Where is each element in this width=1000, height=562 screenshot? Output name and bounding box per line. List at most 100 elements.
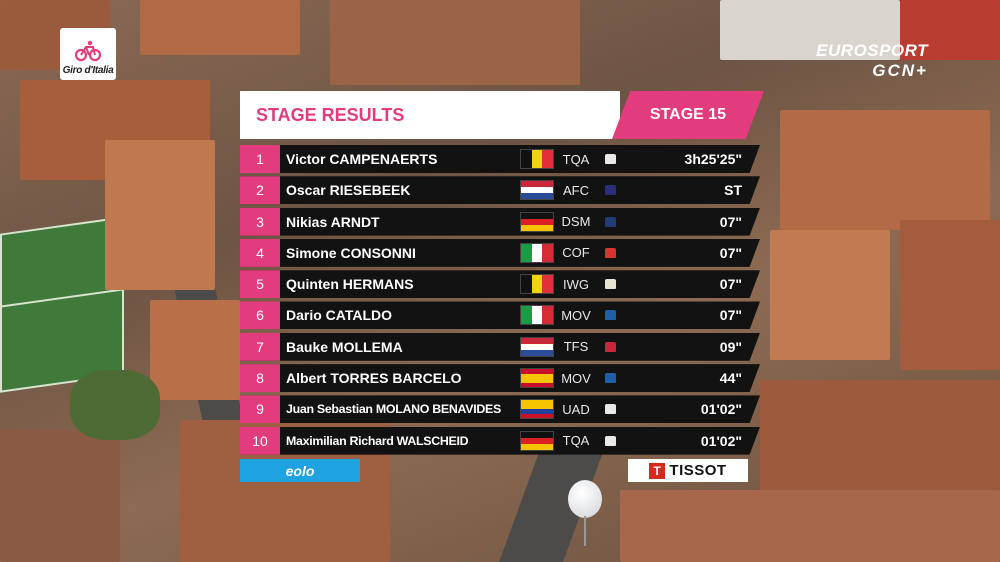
germany-flag-icon [520,430,554,451]
rank-cell: 4 [240,238,280,267]
team-code: TFS [563,339,589,355]
italy-flag-icon [520,305,554,326]
team-code: IWG [563,276,589,292]
stage-badge: STAGE 15 [612,91,764,139]
rooftop [150,300,240,400]
rank-cell: 9 [240,395,280,424]
team-code: DSM [561,214,591,230]
rider-name: Oscar RIESEBEEK [286,182,411,199]
rank-cell: 5 [240,270,280,299]
gcn-text: GCN+ [872,61,928,80]
result-row: 4 Simone CONSONNI COF 07" [240,238,760,267]
rank-cell: 2 [240,176,280,205]
panel-title: STAGE RESULTS [240,91,620,139]
finish-time: 3h25'25" [684,151,742,167]
stage-results-panel: STAGE RESULTS STAGE 15 1 Victor CAMPENAER… [240,91,764,458]
rider-name: Simone CONSONNI [286,244,416,261]
team-jersey-icon [598,427,622,455]
result-row: 2 Oscar RIESEBEEK AFC ST [240,176,760,205]
result-row: 3 Nikias ARNDT DSM 07" [240,207,760,236]
belgium-flag-icon [520,274,554,295]
results-list: 1 Victor CAMPENAERTS TQA 3h25'25" 2 Oscar RIE… [240,145,760,455]
finish-time: 07" [719,276,742,293]
finish-time: 01'02" [700,432,742,449]
rider-name: Dario CATALDO [286,307,393,324]
cyclist-icon [75,40,101,62]
rider-name: Bauke MOLLEMA [286,338,403,355]
rank-cell: 3 [240,207,280,236]
finish-time: 44" [719,370,742,387]
finish-time: 09" [719,338,742,355]
rooftop [105,140,215,290]
team-code: MOV [561,307,591,323]
rider-name: Nikias ARNDT [286,213,380,230]
team-code: AFC [563,182,589,198]
rooftop [330,0,580,85]
rank-cell: 8 [240,364,280,393]
rider-name: Maximilian Richard WALSCHEID [286,433,469,448]
rank-cell: 7 [240,332,280,361]
result-row: 5 Quinten HERMANS IWG 07" [240,270,760,299]
belgium-flag-icon [520,149,554,169]
rider-name: Albert TORRES BARCELO [286,370,462,387]
finish-time: 07" [719,244,742,261]
rider-name: Victor CAMPENAERTS [286,151,438,167]
team-jersey-icon [598,208,622,236]
rooftop [760,380,1000,500]
team-jersey-icon [598,395,622,423]
rider-name: Juan Sebastian MOLANO BENAVIDES [286,402,501,417]
result-row: 9 Juan Sebastian MOLANO BENAVIDES UAD 01'02… [240,395,760,424]
rooftop [720,0,900,60]
germany-flag-icon [520,211,554,232]
team-jersey-icon [598,301,622,329]
team-code: COF [562,245,590,261]
finish-time: ST [724,182,742,199]
italy-flag-icon [520,242,554,263]
team-jersey-icon [598,270,622,298]
team-jersey-icon [598,364,622,392]
team-jersey-icon [598,176,622,204]
result-row: 10 Maximilian Richard WALSCHEID TQA 01'02" [240,426,760,455]
result-row: 1 Victor CAMPENAERTS TQA 3h25'25" [240,145,760,173]
rooftop [770,230,890,360]
rank-cell: 10 [240,426,280,455]
giro-logo-text: Giro d'Italia [62,65,114,76]
rank-cell: 1 [240,145,280,173]
tissot-text: TISSOT [669,462,727,479]
result-row: 6 Dario CATALDO MOV 07" [240,301,760,330]
team-jersey-icon [598,333,622,361]
rooftop [900,0,1000,60]
rooftop [0,430,120,562]
broadcaster-logo: EUROSPORT GCN+ [816,42,928,79]
rooftop [620,490,1000,562]
tree-cluster [70,370,160,440]
balloon [568,480,602,518]
colombia-flag-icon [520,399,554,420]
rooftop [780,110,990,230]
results-header: STAGE RESULTS STAGE 15 [240,91,764,139]
team-code: TQA [562,433,590,449]
eolo-sponsor-logo: eolo [240,459,360,482]
team-code: TQA [562,151,590,167]
rider-name: Quinten HERMANS [286,276,414,293]
rank-cell: 6 [240,301,280,330]
finish-time: 07" [719,213,742,230]
team-jersey-icon [598,239,622,267]
team-code: MOV [561,370,591,386]
result-row: 7 Bauke MOLLEMA TFS 09" [240,332,760,361]
eurosport-text: EUROSPORT [816,41,928,60]
finish-time: 01'02" [700,401,742,418]
team-code: UAD [562,401,590,417]
balloon-tether [584,516,586,546]
netherlands-flag-icon [520,180,554,201]
rooftop [900,220,1000,370]
rooftop [140,0,300,55]
tissot-sponsor-logo: T TISSOT [628,459,748,482]
result-row: 8 Albert TORRES BARCELO MOV 44" [240,364,760,393]
finish-time: 07" [719,307,742,324]
spain-flag-icon [520,368,554,389]
tissot-mark-icon: T [649,462,666,479]
team-jersey-icon [598,145,622,173]
netherlands-flag-icon [520,336,554,357]
giro-logo: Giro d'Italia [60,28,116,80]
